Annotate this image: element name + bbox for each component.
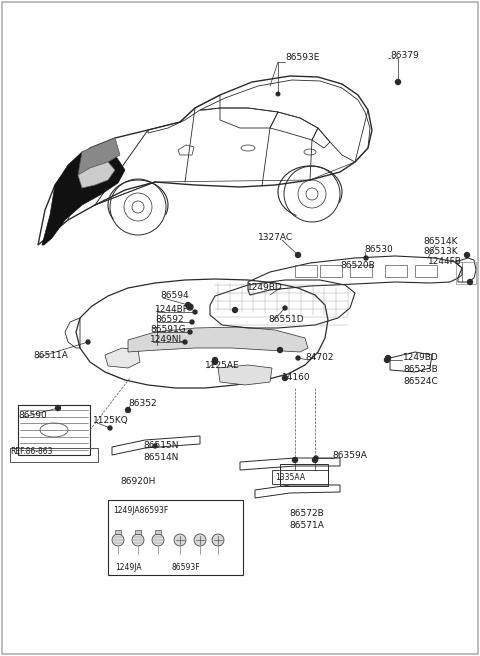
Bar: [272, 470, 328, 484]
Text: 84702: 84702: [305, 354, 334, 363]
Circle shape: [213, 358, 217, 363]
Polygon shape: [78, 162, 115, 188]
Circle shape: [213, 359, 217, 365]
Text: 86590: 86590: [18, 411, 47, 420]
Circle shape: [194, 534, 206, 546]
Text: 86571A: 86571A: [289, 522, 324, 531]
Circle shape: [112, 534, 124, 546]
Bar: [108, 500, 243, 575]
Circle shape: [232, 308, 238, 312]
Text: 86594: 86594: [160, 291, 189, 300]
Circle shape: [86, 340, 90, 344]
Circle shape: [283, 375, 288, 380]
Circle shape: [276, 92, 280, 96]
Text: 86511A: 86511A: [33, 350, 68, 359]
Bar: [350, 265, 372, 277]
Text: 86514K: 86514K: [423, 237, 457, 245]
Bar: [280, 464, 328, 486]
Polygon shape: [128, 327, 308, 352]
Circle shape: [152, 534, 164, 546]
Text: 86530: 86530: [364, 245, 393, 253]
Text: 86920H: 86920H: [120, 478, 156, 487]
Text: 1244BF: 1244BF: [155, 304, 189, 314]
Circle shape: [312, 457, 317, 462]
Text: 1244FB: 1244FB: [428, 256, 462, 266]
Circle shape: [190, 320, 194, 324]
Circle shape: [296, 356, 300, 360]
Circle shape: [364, 256, 368, 260]
Text: 86593E: 86593E: [285, 54, 319, 62]
Circle shape: [187, 304, 193, 310]
Bar: [385, 265, 407, 277]
Text: 1249BD: 1249BD: [403, 354, 439, 363]
Text: 86520B: 86520B: [340, 260, 375, 270]
Bar: [320, 265, 342, 277]
Text: 86359A: 86359A: [332, 451, 367, 461]
Text: REF.86-863: REF.86-863: [10, 447, 52, 457]
Bar: [135, 530, 141, 534]
Text: 1249JA: 1249JA: [115, 563, 142, 572]
Text: 86515N: 86515N: [143, 441, 179, 451]
Text: 1335AA: 1335AA: [275, 472, 305, 482]
Circle shape: [283, 306, 287, 310]
Circle shape: [174, 534, 186, 546]
Text: 86352: 86352: [128, 398, 156, 407]
Bar: [115, 530, 121, 534]
Bar: [10, 448, 98, 462]
Circle shape: [188, 330, 192, 334]
Text: 14160: 14160: [282, 373, 311, 382]
Text: 1125AE: 1125AE: [205, 361, 240, 371]
Text: 1125KQ: 1125KQ: [93, 415, 129, 424]
Circle shape: [468, 279, 472, 285]
Circle shape: [125, 407, 131, 413]
Text: 86591G: 86591G: [150, 325, 186, 335]
Circle shape: [212, 534, 224, 546]
Circle shape: [396, 79, 400, 85]
Circle shape: [56, 405, 60, 411]
Polygon shape: [42, 148, 125, 245]
Text: 1249BD: 1249BD: [247, 283, 283, 293]
Text: 86379: 86379: [390, 51, 419, 60]
Circle shape: [314, 456, 318, 460]
Circle shape: [385, 356, 391, 361]
Text: 86572B: 86572B: [289, 510, 324, 518]
Bar: [155, 530, 161, 534]
Text: 86523B: 86523B: [403, 365, 438, 375]
Text: 1249JA86593F: 1249JA86593F: [113, 506, 168, 515]
Text: 86524C: 86524C: [403, 377, 438, 386]
Circle shape: [384, 358, 389, 363]
Text: 86514N: 86514N: [143, 453, 179, 462]
Bar: [415, 265, 437, 277]
Circle shape: [108, 426, 112, 430]
Text: 86593F: 86593F: [172, 563, 201, 572]
Text: 86551D: 86551D: [268, 316, 304, 325]
Polygon shape: [105, 348, 140, 368]
Circle shape: [153, 444, 157, 448]
Circle shape: [277, 348, 283, 352]
Circle shape: [183, 340, 187, 344]
Circle shape: [193, 310, 197, 314]
Circle shape: [465, 253, 469, 258]
Text: 1327AC: 1327AC: [258, 234, 293, 243]
Circle shape: [185, 302, 191, 308]
Polygon shape: [78, 138, 120, 175]
Circle shape: [132, 534, 144, 546]
Text: 86513K: 86513K: [423, 247, 457, 255]
Bar: [456, 262, 476, 284]
Circle shape: [292, 457, 298, 462]
Bar: [295, 265, 317, 277]
Text: 1249NL: 1249NL: [150, 335, 184, 344]
Polygon shape: [218, 365, 272, 385]
Circle shape: [296, 253, 300, 258]
Text: 86592: 86592: [155, 316, 184, 325]
